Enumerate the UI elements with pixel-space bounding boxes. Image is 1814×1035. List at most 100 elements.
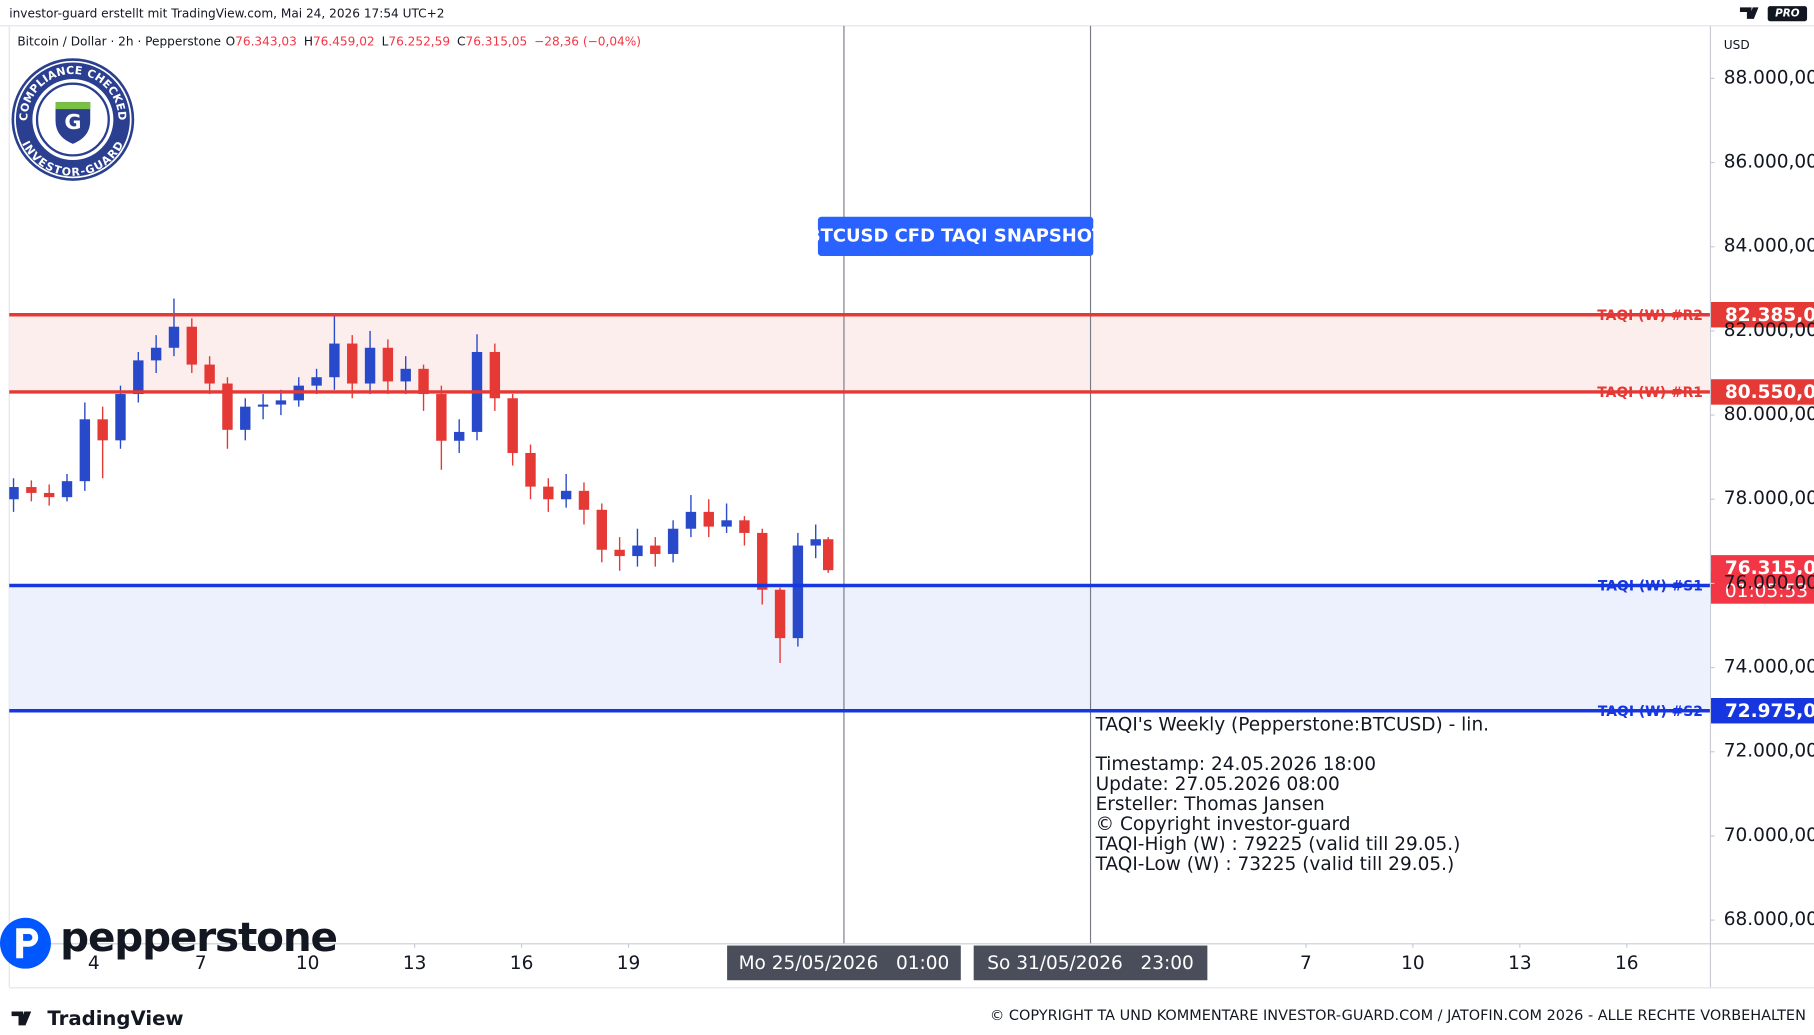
- x-tick-label: 10: [296, 953, 320, 974]
- y-tick-label: 74.000,00: [1724, 657, 1814, 678]
- zone: [9, 314, 1710, 392]
- seal-letter: G: [64, 110, 81, 134]
- candle-body: [257, 404, 269, 407]
- info-line: © Copyright investor-guard: [1096, 814, 1351, 835]
- candle-body: [822, 539, 834, 571]
- candle-body: [240, 406, 251, 430]
- time-label: So 31/05/2026 23:00: [987, 953, 1194, 974]
- ohlc-key: H: [304, 35, 313, 49]
- info-line: TAQI-Low (W) : 73225 (valid till 29.05.): [1095, 854, 1455, 875]
- candle-body: [667, 528, 679, 554]
- x-tick-label: 16: [510, 953, 534, 974]
- candle-body: [97, 419, 108, 441]
- info-line: Timestamp: 24.05.2026 18:00: [1095, 754, 1377, 775]
- candle-body: [774, 589, 786, 639]
- info-line: Update: 27.05.2026 08:00: [1096, 774, 1340, 795]
- vertical-lines: [843, 25, 1092, 944]
- info-line: Ersteller: Thomas Jansen: [1096, 794, 1325, 815]
- candle-body: [703, 511, 714, 527]
- y-tick-label: 88.000,00: [1724, 67, 1814, 88]
- ohlc-value: 76.252,59: [388, 35, 450, 49]
- candle-body: [275, 400, 287, 405]
- time-label-box: [973, 945, 1208, 981]
- axes: Mo 25/05/2026 01:00 So 31/05/2026 23:00 4 7…: [88, 67, 1814, 981]
- y-tick-label: 76.000,00: [1724, 572, 1814, 593]
- compliance-seal: COMPLIANCE CHECKED INVESTOR-GUARD G: [11, 58, 135, 181]
- level-name: TAQI (W) #R2: [1597, 308, 1703, 324]
- info-title: TAQI's Weekly (Pepperstone:BTCUSD) - lin…: [1095, 715, 1489, 736]
- y-tick-label: 84.000,00: [1724, 236, 1814, 257]
- tv-pro-logo: PRO: [1739, 6, 1808, 22]
- level-name: TAQI (W) #R1: [1597, 385, 1703, 401]
- annotation: BTCUSD CFD TAQI SNAPSHOT: [807, 225, 1105, 246]
- x-tick-label: 16: [1615, 953, 1639, 974]
- candle-body: [632, 545, 643, 557]
- candle-body: [453, 431, 465, 441]
- x-tick-label: 4: [88, 953, 100, 974]
- candle-body: [721, 520, 732, 527]
- broker: pepperstone: [60, 913, 337, 961]
- candle-body: [650, 545, 661, 554]
- candle-body: [311, 377, 322, 386]
- ohlc-value: 76.343,03: [235, 35, 297, 49]
- zones: [9, 314, 1710, 711]
- change: −28,36 (−0,04%): [534, 35, 641, 49]
- annotation-box: [817, 216, 1094, 257]
- level-name: TAQI (W) #S2: [1598, 704, 1703, 720]
- candle-body: [347, 343, 358, 384]
- zone: [9, 585, 1710, 711]
- y-tick-label: 72.000,00: [1724, 741, 1814, 762]
- ohlc-key: O: [226, 35, 236, 49]
- candle-body: [543, 486, 554, 500]
- candle-body: [204, 364, 215, 384]
- countdown: 01:05:53: [1725, 581, 1808, 602]
- x-tick-label: 19: [617, 953, 641, 974]
- candle-body: [186, 326, 198, 365]
- candle-body: [560, 490, 572, 500]
- candle-body: [115, 394, 126, 441]
- level-price-box: [1711, 697, 1814, 724]
- candle-body: [757, 532, 768, 590]
- x-tick-label: 13: [1508, 953, 1532, 974]
- y-tick-label: 68.000,00: [1724, 909, 1814, 930]
- candles: [9, 298, 834, 663]
- candle-body: [578, 490, 590, 510]
- level-price: 72.975,00: [1725, 701, 1814, 722]
- candle-body: [168, 326, 180, 348]
- last-price: 76.315,05: [1725, 558, 1814, 579]
- level-price: 82.385,00: [1725, 305, 1814, 326]
- candle-body: [43, 492, 55, 498]
- candle-body: [792, 545, 804, 639]
- ohlc-values: O 76.343,03 H 76.459,02 L 76.252,59 C 76.315,05…: [226, 35, 641, 49]
- candle-body: [9, 487, 19, 500]
- levels: TAQI (W) #R2 82.385,00 TAQI (W) #R1 80.550,…: [9, 301, 1814, 724]
- candle-body: [614, 549, 625, 557]
- x-tick-label: 7: [1300, 953, 1312, 974]
- tradingview-logo: TradingView: [11, 1007, 184, 1030]
- candle-body: [79, 419, 91, 482]
- symbol: Bitcoin / Dollar · 2h · Pepperstone: [17, 35, 221, 49]
- x-tick-label: 13: [403, 953, 427, 974]
- time-label-box: [727, 945, 961, 981]
- x-tick-label: 7: [195, 953, 207, 974]
- credit: investor-guard erstellt mit TradingView.…: [9, 7, 444, 21]
- candle-body: [329, 343, 340, 378]
- candle-body: [150, 347, 162, 361]
- time-label: Mo 25/05/2026 01:00: [739, 953, 950, 974]
- last-price-box: [1711, 555, 1814, 604]
- y-tick-label: 80.000,00: [1724, 404, 1814, 425]
- candle-body: [364, 347, 376, 384]
- candle-body: [382, 347, 394, 382]
- info-line: TAQI-High (W) : 79225 (valid till 29.05.…: [1095, 834, 1461, 855]
- candle-body: [739, 520, 750, 533]
- candle-body: [525, 452, 536, 487]
- x-tick-label: 10: [1401, 953, 1425, 974]
- candle-body: [489, 351, 501, 399]
- ohlc-value: 76.315,05: [465, 35, 527, 49]
- level-price-box: [1711, 379, 1814, 405]
- candle-body: [507, 398, 518, 453]
- candle-body: [400, 368, 411, 382]
- candle-body: [810, 539, 821, 546]
